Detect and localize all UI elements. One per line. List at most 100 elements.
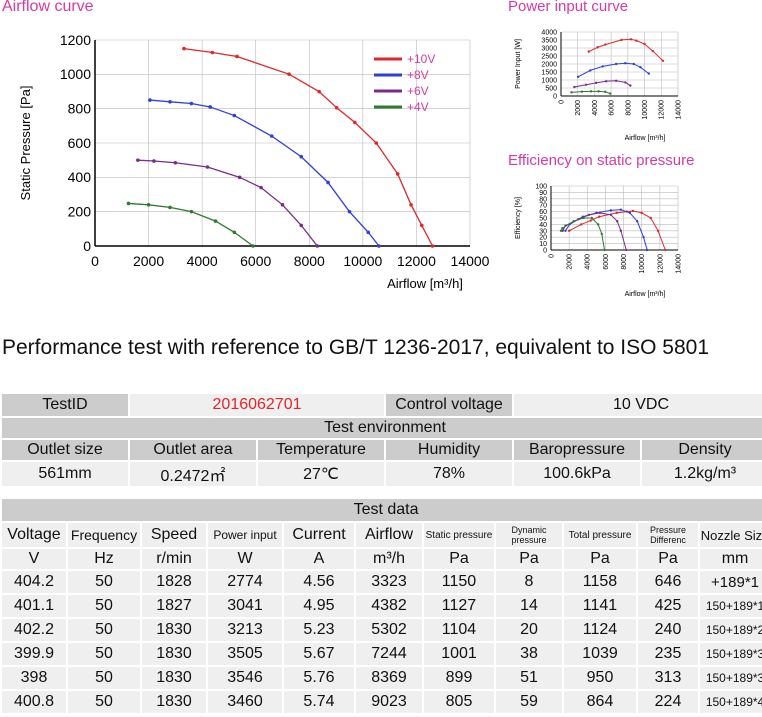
data-point (619, 229, 623, 232)
table-row: 400.8 50 1830 3460 5.74 9023 805 59 864 224 150+18… (2, 691, 762, 713)
data-point (572, 220, 575, 223)
y-tick-label: 10 (539, 241, 547, 248)
table-cell: 235 (654, 645, 682, 662)
table-cell: 404.2 (13, 573, 55, 590)
data-point (259, 185, 263, 190)
data-point (632, 62, 635, 66)
x-tick-label: 4000 (187, 253, 218, 269)
test-info-table: TestID 2016062701 Control voltage 10 VDC… (0, 392, 762, 488)
legend-label: +8V (407, 68, 429, 82)
table-cell: 3323 (371, 573, 407, 590)
col-header: Frequency (70, 527, 138, 543)
legend-label: +10V (407, 52, 435, 66)
table-cell: 400.8 (13, 693, 55, 710)
unit-cell: mm (721, 550, 749, 567)
data-point (251, 244, 255, 248)
data-point (182, 46, 186, 51)
unit-cell: A (313, 550, 325, 567)
table-cell: 1150 (441, 573, 477, 590)
airflow-chart: 0 2000 4000 6000 8000 10000 12000 14000 0 200 400 6… (18, 32, 490, 291)
y-tick-label: 3000 (541, 45, 557, 52)
data-point (615, 211, 618, 215)
data-point (326, 180, 330, 185)
env-value: 1.2kg/m³ (642, 462, 762, 486)
data-point (582, 216, 585, 220)
y-tick-label: 30 (539, 228, 547, 235)
table-cell: 50 (95, 645, 113, 662)
x-tick-label: 8000 (621, 254, 628, 270)
data-point (561, 229, 564, 232)
y-tick-label: 1500 (541, 69, 557, 76)
table-cell: 3546 (227, 669, 263, 686)
data-point (624, 62, 627, 65)
control-voltage-label: Control voltage (386, 394, 513, 416)
data-point (635, 220, 639, 223)
x-tick-label: 14000 (451, 253, 490, 269)
table-cell: 14 (520, 597, 538, 614)
x-tick-label: 6000 (609, 100, 616, 116)
data-point (639, 66, 642, 69)
data-point (299, 223, 304, 228)
y-tick-label: 90 (539, 190, 547, 197)
data-point (642, 236, 645, 239)
col-header: Speed (150, 526, 198, 543)
x-tick-label: 10000 (343, 253, 382, 269)
x-tick-label: 8000 (625, 100, 632, 116)
table-cell: 1830 (156, 693, 192, 710)
table-cell: 1104 (441, 621, 477, 638)
data-point (609, 92, 612, 95)
x-tick-label: 8000 (294, 253, 325, 269)
data-point (152, 159, 156, 163)
table-cell: 402.2 (13, 621, 55, 638)
x-tick-label: 14000 (675, 254, 682, 274)
data-point (604, 90, 607, 94)
table-cell: 1127 (441, 597, 477, 614)
unit-cell: Pa (519, 550, 539, 567)
series-line (574, 80, 631, 88)
col-header: Pressure Differenc (649, 525, 686, 545)
env-header: Density (642, 440, 762, 460)
data-point (628, 211, 632, 215)
y-tick-label: 0 (83, 238, 91, 254)
data-point (374, 141, 379, 145)
data-point (629, 84, 632, 87)
table-row: 399.9 50 1830 3505 5.67 7244 1001 38 1039 235 150+… (2, 643, 762, 665)
y-tick-label: 800 (68, 101, 92, 117)
table-cell: 50 (95, 597, 113, 614)
y-tick-label: 100 (535, 183, 547, 190)
x-tick-label: 12000 (659, 100, 666, 120)
data-point (604, 80, 608, 83)
table-cell: 20 (520, 621, 538, 638)
data-point (645, 248, 649, 252)
series-line (588, 38, 664, 62)
y-tick-label: 500 (545, 85, 557, 92)
y-tick-label: 1000 (60, 66, 91, 82)
data-point (287, 72, 291, 76)
table-cell: 646 (654, 573, 682, 590)
series-line (577, 62, 650, 78)
x-tick-label: 0 (558, 100, 565, 104)
y-tick-label: 50 (539, 215, 547, 222)
data-point (625, 248, 628, 252)
env-header: Outlet area (130, 440, 256, 460)
col-header: Dynamic pressure (511, 525, 547, 545)
data-point (168, 100, 172, 104)
data-point (631, 209, 635, 213)
x-tick-label: 2000 (133, 253, 164, 269)
data-point (210, 50, 215, 55)
data-point (584, 83, 588, 86)
y-tick-label: 40 (539, 222, 547, 229)
col-header: Power input (213, 528, 277, 542)
data-point (173, 160, 178, 165)
unit-cell: Pa (590, 550, 610, 567)
data-point (580, 90, 584, 93)
data-point (651, 50, 655, 53)
page-heading: Performance test with reference to GB/T … (2, 336, 710, 359)
data-point (635, 39, 638, 42)
y-tick-label: 0 (553, 93, 557, 100)
table-cell: 4.95 (303, 597, 335, 614)
data-point (589, 219, 592, 222)
table-cell: 5.23 (303, 621, 335, 638)
data-point (235, 54, 239, 59)
y-tick-label: 2500 (541, 53, 557, 60)
